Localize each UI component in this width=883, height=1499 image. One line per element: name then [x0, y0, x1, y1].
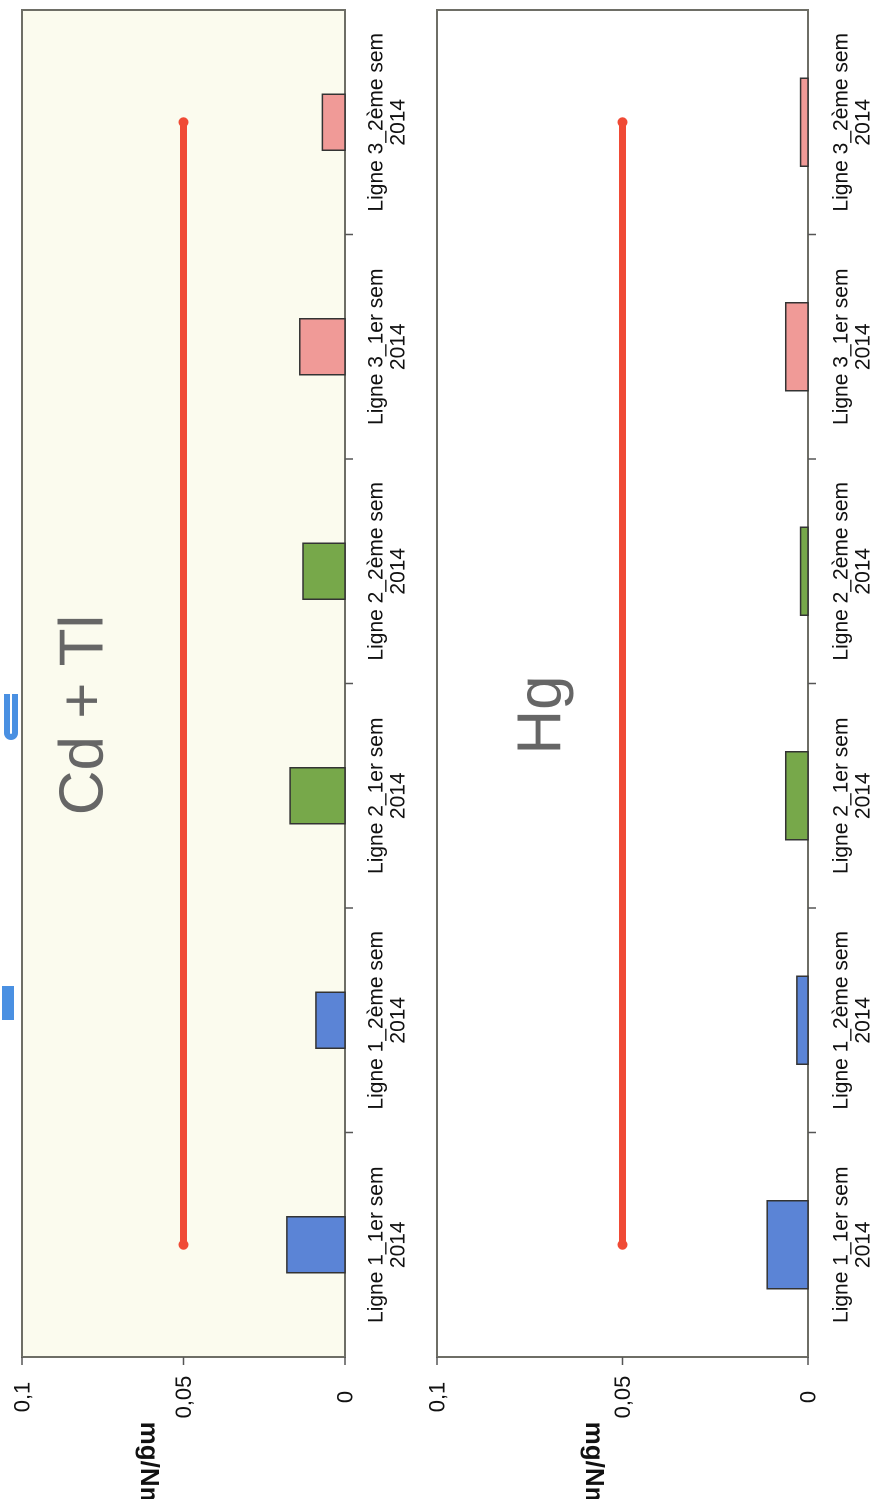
category-label-line: Ligne 1_1er sem: [365, 1167, 388, 1323]
category-label-line: 2014: [852, 548, 875, 595]
category-label-line: Ligne 2_2ème sem: [365, 482, 388, 661]
category-label-line: 2014: [387, 997, 410, 1044]
bar: [784, 751, 809, 841]
bar: [286, 1216, 346, 1274]
category-label: Ligne 2_1er sem2014: [365, 718, 410, 874]
category-label-line: 2014: [852, 323, 875, 370]
category-label: Ligne 1_2ème sem2014: [365, 931, 410, 1110]
bar: [302, 542, 346, 600]
category-label-line: Ligne 1_2ème sem: [830, 931, 853, 1110]
limit-marker: [617, 1239, 628, 1250]
category-label-line: Ligne 3_2ème sem: [365, 33, 388, 212]
category-label-line: Ligne 2_2ème sem: [830, 482, 853, 661]
chart-title: Cd + Tl: [48, 615, 117, 815]
bar: [299, 318, 346, 376]
bar: [799, 526, 809, 616]
category-label-line: Ligne 1_1er sem: [830, 1167, 853, 1323]
category-label-line: 2014: [387, 1221, 410, 1268]
bar: [799, 77, 809, 167]
category-label-line: Ligne 1_2ème sem: [365, 931, 388, 1110]
category-label-line: Ligne 3_2ème sem: [830, 33, 853, 212]
category-label-line: Ligne 2_1er sem: [365, 718, 388, 874]
category-label-line: 2014: [387, 323, 410, 370]
category-label: Ligne 1_1er sem2014: [830, 1167, 875, 1323]
limit-marker: [178, 117, 189, 128]
chart-title: Hg: [506, 675, 575, 754]
bar: [321, 93, 346, 151]
category-label-line: Ligne 3_1er sem: [365, 269, 388, 425]
category-label-line: Ligne 2_1er sem: [830, 718, 853, 874]
y-axis-label: mg/Nm³: [580, 1422, 610, 1499]
value-tick-label: 0: [333, 1391, 358, 1403]
category-label: Ligne 3_1er sem2014: [365, 269, 410, 425]
category-label-line: 2014: [852, 1221, 875, 1268]
category-label-line: Ligne 3_1er sem: [830, 269, 853, 425]
category-label: Ligne 2_2ème sem2014: [365, 482, 410, 661]
value-tick-label: 0,1: [425, 1382, 450, 1413]
bar: [766, 1200, 809, 1290]
value-tick-label: 0,05: [610, 1376, 635, 1419]
category-label-line: 2014: [387, 99, 410, 146]
category-label: Ligne 3_1er sem2014: [830, 269, 875, 425]
value-tick-label: 0,05: [171, 1376, 196, 1419]
category-label-line: 2014: [387, 772, 410, 819]
category-label-line: 2014: [387, 548, 410, 595]
category-label: Ligne 3_2ème sem2014: [365, 33, 410, 212]
stray-mark-curve: [4, 694, 18, 740]
bar: [796, 975, 809, 1065]
limit-marker: [178, 1239, 189, 1250]
limit-marker: [617, 117, 628, 128]
category-label: Ligne 2_1er sem2014: [830, 718, 875, 874]
value-tick-label: 0: [796, 1391, 821, 1403]
category-label-line: 2014: [852, 99, 875, 146]
category-label: Ligne 1_2ème sem2014: [830, 931, 875, 1110]
bar: [784, 302, 809, 392]
value-tick-label: 0,1: [10, 1382, 35, 1413]
bar: [289, 767, 346, 825]
y-axis-label: mg/Nm³: [135, 1422, 165, 1499]
category-label-line: 2014: [852, 997, 875, 1044]
bar: [315, 991, 346, 1049]
category-label: Ligne 2_2ème sem2014: [830, 482, 875, 661]
category-label-line: 2014: [852, 772, 875, 819]
category-label: Ligne 3_2ème sem2014: [830, 33, 875, 212]
stray-mark-top: [2, 986, 14, 1020]
category-label: Ligne 1_1er sem2014: [365, 1167, 410, 1323]
